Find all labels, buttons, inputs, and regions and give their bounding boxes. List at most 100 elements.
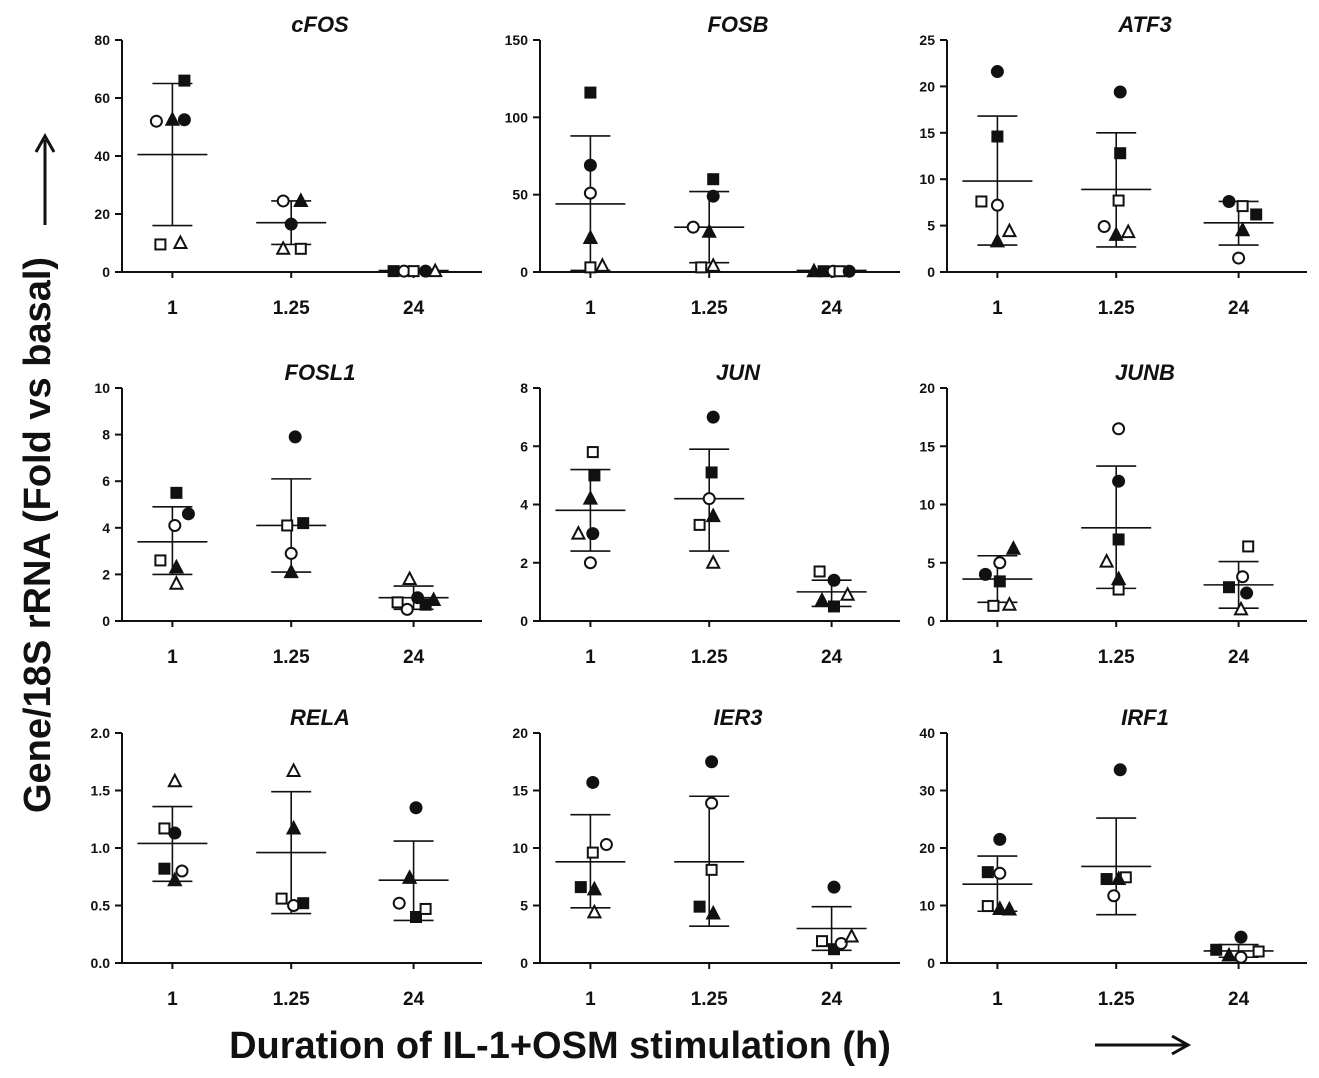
point-open-circle [702,492,716,506]
panel-fosb: FOSB 0 50 100 150 1 1.25 24 [505,12,900,319]
y-tick-label: 4 [102,520,110,536]
point-filled-triangle [425,591,442,607]
point-open-square [816,935,828,948]
x-tick-label: 1.25 [1098,298,1135,319]
point-open-circle [599,838,613,852]
x-tick-label: 1.25 [691,298,728,319]
y-tick-label: 6 [102,473,110,489]
y-tick-label: 40 [94,148,110,164]
x-tick-label: 1 [167,989,178,1010]
y-tick-label: 0.5 [91,898,111,914]
point-filled-square [705,466,718,479]
x-tick-label: 1 [585,989,596,1010]
point-open-triangle [1233,600,1249,616]
panel-junb: JUNB 0 5 10 15 20 1 1.25 24 [919,360,1307,668]
x-tick-label: 1.25 [691,989,728,1010]
point-open-circle [990,198,1004,212]
point-open-triangle [586,903,603,919]
y-tick-label: 15 [919,125,935,141]
y-tick-label: 5 [927,218,935,234]
point-open-square [1112,583,1125,596]
y-tick-label: 10 [512,840,528,856]
point-filled-square [828,600,840,613]
point-open-triangle [839,586,856,601]
y-tick-label: 150 [505,32,529,48]
point-filled-triangle [285,819,302,835]
x-tick-label: 24 [1228,989,1250,1010]
point-open-triangle [168,575,185,590]
y-tick-label: 50 [512,187,528,203]
point-filled-square [574,881,587,894]
x-tick-label: 1 [992,647,1003,668]
point-open-circle [993,866,1007,880]
point-open-circle [583,186,597,200]
y-tick-label: 20 [919,380,935,396]
x-tick-label: 1 [167,647,178,668]
point-open-circle [1107,889,1121,903]
point-open-square [281,519,294,532]
point-filled-square [158,862,171,875]
y-tick-label: 4 [520,497,528,513]
point-open-square [1236,200,1249,213]
point-filled-square [297,897,310,910]
x-tick-label: 24 [821,989,843,1010]
point-filled-triangle [705,507,721,523]
point-filled-triangle [992,900,1008,915]
point-filled-square [1100,873,1113,886]
point-open-circle [276,194,290,208]
point-filled-triangle [814,591,830,607]
point-open-square [1242,540,1255,553]
point-filled-triangle [586,880,603,896]
y-tick-label: 25 [919,32,935,48]
point-filled-triangle [167,871,183,887]
point-filled-square [170,486,183,499]
point-open-circle [1232,251,1246,265]
x-tick-label: 1 [585,647,596,668]
point-open-square [695,261,708,274]
point-open-triangle [843,927,860,943]
point-open-circle [1112,422,1126,436]
y-tick-label: 60 [94,90,110,106]
y-tick-label: 100 [505,109,529,125]
x-tick-label: 1 [992,298,1003,319]
point-filled-triangle [168,558,185,574]
point-filled-circle [827,573,841,587]
point-filled-triangle [1108,226,1124,241]
point-open-square [705,863,718,876]
x-tick-label: 24 [1228,647,1250,668]
point-open-circle [583,556,597,570]
point-open-square [1112,194,1125,207]
point-filled-square [297,517,310,530]
x-axis-arrow-head [1171,1034,1192,1056]
point-filled-square [387,265,400,278]
point-open-triangle [570,524,587,540]
point-filled-square [584,86,597,99]
x-tick-label: 24 [403,298,425,319]
y-tick-label: 0 [927,264,935,280]
point-open-triangle [1001,596,1018,611]
x-tick-label: 24 [821,298,843,319]
point-filled-square [1250,208,1263,221]
point-open-square [154,238,167,251]
point-open-triangle [401,570,418,586]
point-filled-circle [586,527,600,541]
y-tick-label: 20 [919,78,935,94]
panel-irf1: IRF1 0 10 20 30 40 1 1.25 24 [919,705,1307,1010]
x-tick-label: 1.25 [273,989,310,1010]
y-tick-label: 10 [94,380,110,396]
point-filled-circle [1222,194,1236,208]
x-tick-label: 1 [167,298,178,319]
point-open-square [981,900,994,913]
y-axis-title: Gene/18S rRNA (Fold vs basal) [17,257,59,813]
point-open-square [275,892,288,905]
y-tick-label: 80 [94,32,110,48]
point-filled-triangle [582,229,599,244]
x-axis-title: Duration of IL-1+OSM stimulation (h) [229,1025,891,1067]
point-filled-square [1223,581,1235,594]
point-open-circle [168,518,182,532]
panel-title: ATF3 [1117,12,1171,37]
x-tick-label: 1.25 [1098,989,1135,1010]
